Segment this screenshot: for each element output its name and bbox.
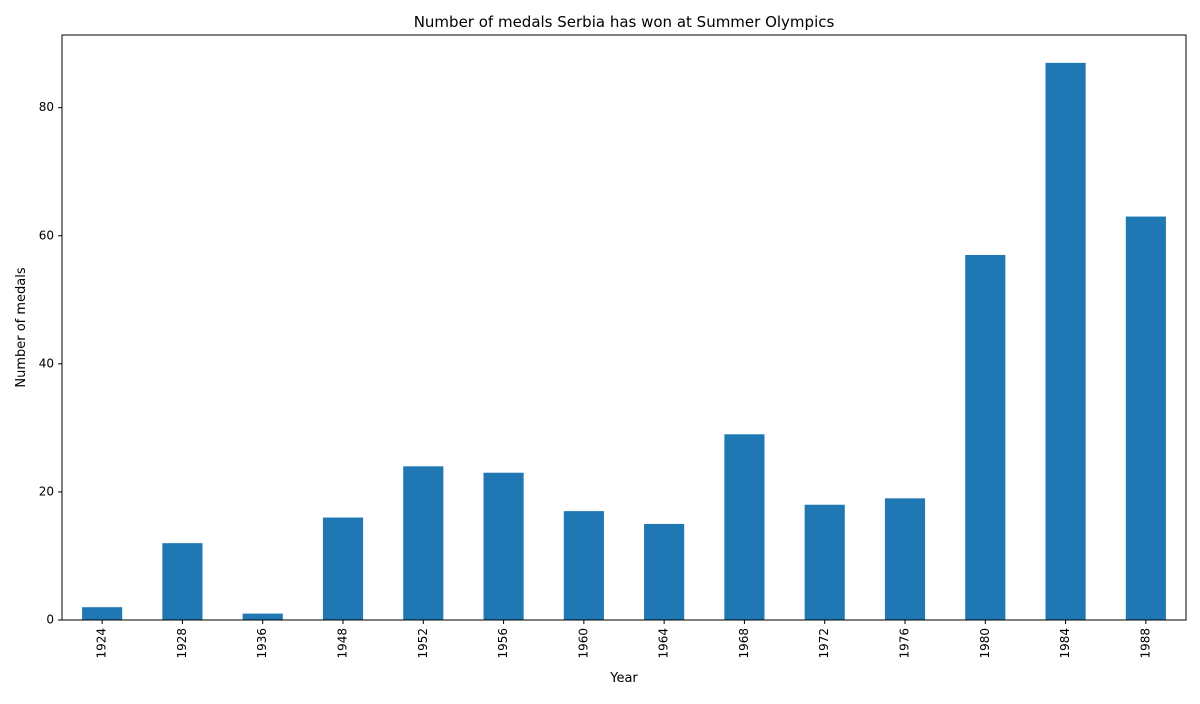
x-tick-label-1972: 1972 [817,628,831,659]
bar-1984 [1045,62,1086,621]
x-tick-label-1960: 1960 [576,628,590,659]
x-tick-label-1988: 1988 [1138,628,1152,659]
y-axis: 0 20 40 60 80 [39,100,62,627]
bar-1968 [724,434,765,620]
bar-1960 [563,511,604,620]
bar-1972 [804,504,845,620]
bar-1952 [403,466,444,620]
y-tick-label-20: 20 [39,484,54,498]
plot-frame [61,34,1187,621]
x-tick-label-1948: 1948 [336,628,350,659]
bar-1964 [644,523,685,620]
y-tick-label-40: 40 [39,356,54,370]
bar-1936 [242,613,283,620]
x-tick-label-1956: 1956 [496,628,510,659]
x-tick-label-1936: 1936 [255,628,269,659]
y-axis-label: Number of medals [14,267,29,388]
bar-1956 [483,472,524,620]
bar-1928 [162,543,203,620]
x-tick-label-1952: 1952 [416,628,430,659]
x-axis: 1924 1928 1936 1948 1952 1956 1960 1964 1968 1972… [95,620,1152,659]
bar-1976 [884,498,926,620]
x-tick-label-1964: 1964 [657,628,671,659]
x-tick-label-1968: 1968 [737,628,751,659]
x-tick-label-1976: 1976 [898,628,912,659]
bars-group [82,62,1166,621]
bar-1924 [82,607,123,620]
x-tick-label-1984: 1984 [1058,628,1072,659]
chart-title: Number of medals Serbia has won at Summe… [414,13,835,31]
x-tick-label-1980: 1980 [978,628,992,659]
bar-1988 [1125,216,1166,620]
bar-1948 [322,517,364,620]
y-tick-label-80: 80 [39,100,54,114]
bar-1980 [965,254,1006,620]
x-tick-label-1924: 1924 [95,628,109,659]
x-axis-label: Year [609,671,638,686]
y-tick-label-0: 0 [46,613,54,627]
x-tick-label-1928: 1928 [175,628,189,659]
y-tick-label-60: 60 [39,228,54,242]
